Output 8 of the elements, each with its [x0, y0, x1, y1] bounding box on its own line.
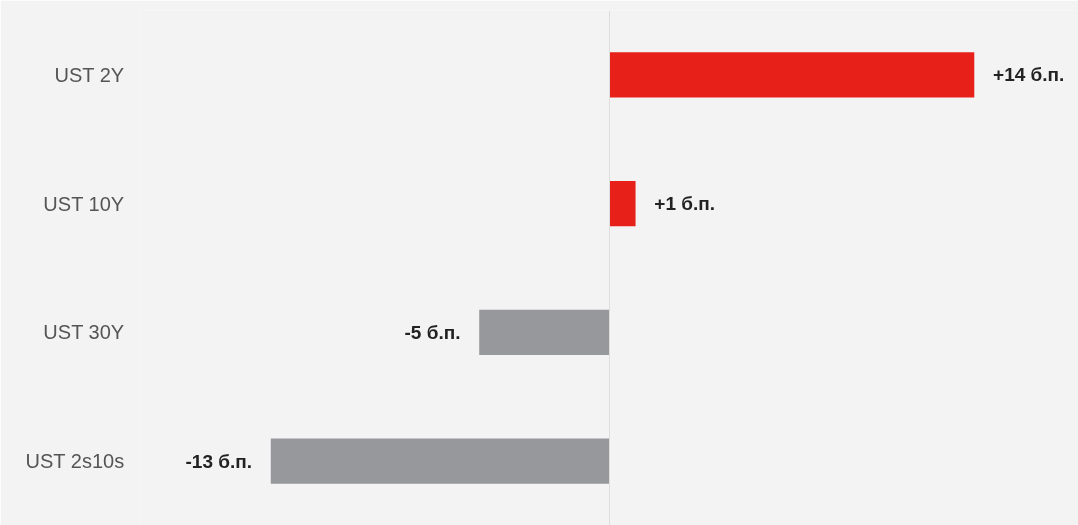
data-label: +14 б.п.	[993, 64, 1065, 86]
data-label: +1 б.п.	[654, 193, 716, 215]
data-label: -5 б.п.	[404, 321, 461, 343]
y-tick-label: UST 10Y	[43, 192, 125, 215]
y-tick-label: UST 30Y	[43, 321, 125, 344]
data-label: -13 б.п.	[185, 450, 253, 472]
y-tick-label: UST 2Y	[54, 63, 125, 86]
y-tick-label: UST 2s10s	[25, 450, 125, 473]
